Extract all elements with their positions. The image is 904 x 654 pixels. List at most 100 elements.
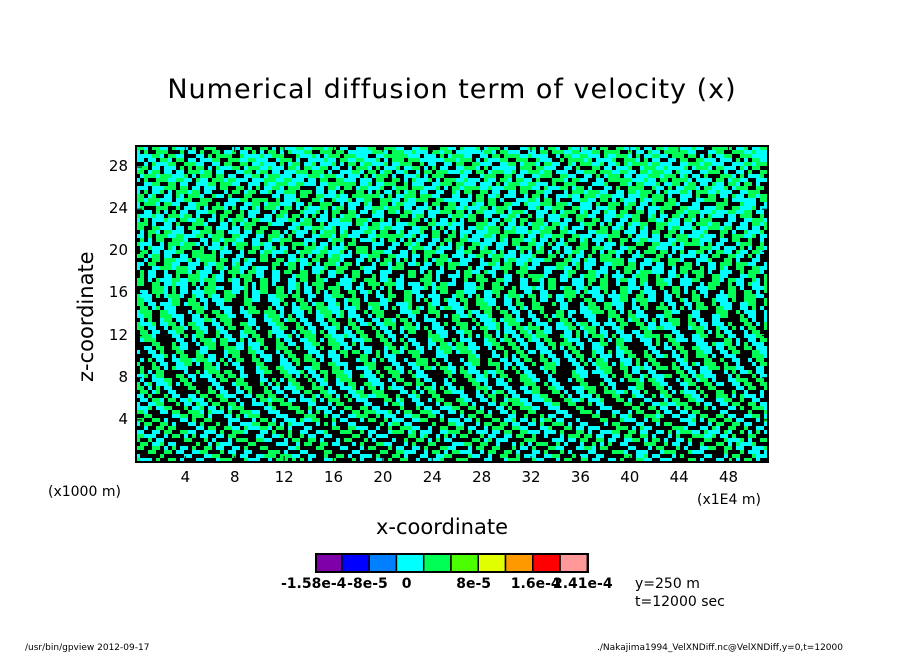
heatmap-cell (336, 194, 340, 198)
heatmap-cell (516, 310, 520, 314)
heatmap-cell (312, 178, 316, 182)
heatmap-cell (420, 226, 424, 230)
heatmap-cell (688, 190, 692, 194)
heatmap-cell (436, 150, 440, 154)
heatmap-cell (372, 234, 376, 238)
heatmap-cell (512, 210, 516, 214)
heatmap-cell (192, 162, 196, 166)
heatmap-cell (584, 322, 588, 326)
heatmap-cell (328, 174, 332, 178)
heatmap-cell (320, 186, 324, 190)
heatmap-cell (140, 166, 144, 170)
heatmap-cell (688, 150, 692, 154)
heatmap-cell (448, 274, 452, 278)
heatmap-cell (732, 294, 736, 298)
heatmap-cell (172, 154, 176, 158)
heatmap-cell (520, 318, 524, 322)
heatmap-cell (760, 158, 764, 162)
heatmap-cell (180, 318, 184, 322)
heatmap-cell (276, 190, 280, 194)
heatmap-cell (332, 330, 336, 334)
heatmap-cell (448, 202, 452, 206)
heatmap-cell (472, 326, 476, 330)
heatmap-cell (548, 218, 552, 222)
heatmap-cell (400, 254, 404, 258)
heatmap-cell (264, 190, 268, 194)
heatmap-cell (736, 234, 740, 238)
heatmap-cell (300, 314, 304, 318)
heatmap-cell (388, 194, 392, 198)
heatmap-cell (136, 202, 140, 206)
heatmap-cell (176, 146, 180, 150)
heatmap-cell (408, 154, 412, 158)
heatmap-cell (252, 298, 256, 302)
heatmap-cell (448, 210, 452, 214)
heatmap-cell (168, 194, 172, 198)
heatmap-cell (508, 182, 512, 186)
heatmap-cell (448, 206, 452, 210)
heatmap-cell (356, 302, 360, 306)
heatmap-cell (324, 230, 328, 234)
heatmap-cell (328, 234, 332, 238)
heatmap-cell (412, 166, 416, 170)
heatmap-cell (280, 334, 284, 338)
heatmap-cell (264, 186, 268, 190)
heatmap-cell (592, 326, 596, 330)
heatmap-cell (312, 270, 316, 274)
heatmap-cell (180, 194, 184, 198)
heatmap-cell (692, 254, 696, 258)
heatmap-cell (424, 298, 428, 302)
heatmap-cell (168, 158, 172, 162)
heatmap-cell (524, 166, 528, 170)
heatmap-cell (332, 306, 336, 310)
heatmap-cell (584, 198, 588, 202)
heatmap-cell (524, 194, 528, 198)
heatmap-cell (192, 242, 196, 246)
heatmap-cell (200, 310, 204, 314)
heatmap-cell (348, 210, 352, 214)
heatmap-cell (668, 258, 672, 262)
heatmap-cell (572, 234, 576, 238)
heatmap-cell (720, 298, 724, 302)
heatmap-cell (756, 174, 760, 178)
heatmap-cell (668, 230, 672, 234)
heatmap-cell (704, 174, 708, 178)
heatmap-cell (692, 186, 696, 190)
heatmap-cell (372, 174, 376, 178)
heatmap-cell (756, 210, 760, 214)
heatmap-cell (700, 286, 704, 290)
heatmap-cell (404, 202, 408, 206)
heatmap-cell (268, 178, 272, 182)
heatmap-cell (644, 258, 648, 262)
heatmap-cell (328, 334, 332, 338)
heatmap-cell (564, 194, 568, 198)
heatmap-cell (596, 174, 600, 178)
heatmap-cell (488, 230, 492, 234)
heatmap-cell (652, 214, 656, 218)
heatmap-cell (164, 178, 168, 182)
heatmap-cell (460, 186, 464, 190)
heatmap-cell (500, 238, 504, 242)
heatmap-cell (460, 258, 464, 262)
heatmap-cell (692, 290, 696, 294)
heatmap-cell (212, 258, 216, 262)
heatmap-cell (468, 170, 472, 174)
heatmap-cell (692, 250, 696, 254)
heatmap-cell (292, 274, 296, 278)
heatmap-cell (188, 218, 192, 222)
heatmap-cell (428, 274, 432, 278)
heatmap-cell (392, 178, 396, 182)
heatmap-cell (204, 330, 208, 334)
heatmap-cell (312, 166, 316, 170)
heatmap-cell (456, 214, 460, 218)
heatmap-cell (712, 254, 716, 258)
heatmap-cell (252, 202, 256, 206)
heatmap-cell (164, 262, 168, 266)
heatmap-cell (192, 266, 196, 270)
heatmap-cell (392, 162, 396, 166)
heatmap-cell (532, 314, 536, 318)
heatmap-cell (764, 154, 768, 158)
heatmap-cell (740, 326, 744, 330)
heatmap-cell (640, 302, 644, 306)
heatmap-cell (548, 294, 552, 298)
